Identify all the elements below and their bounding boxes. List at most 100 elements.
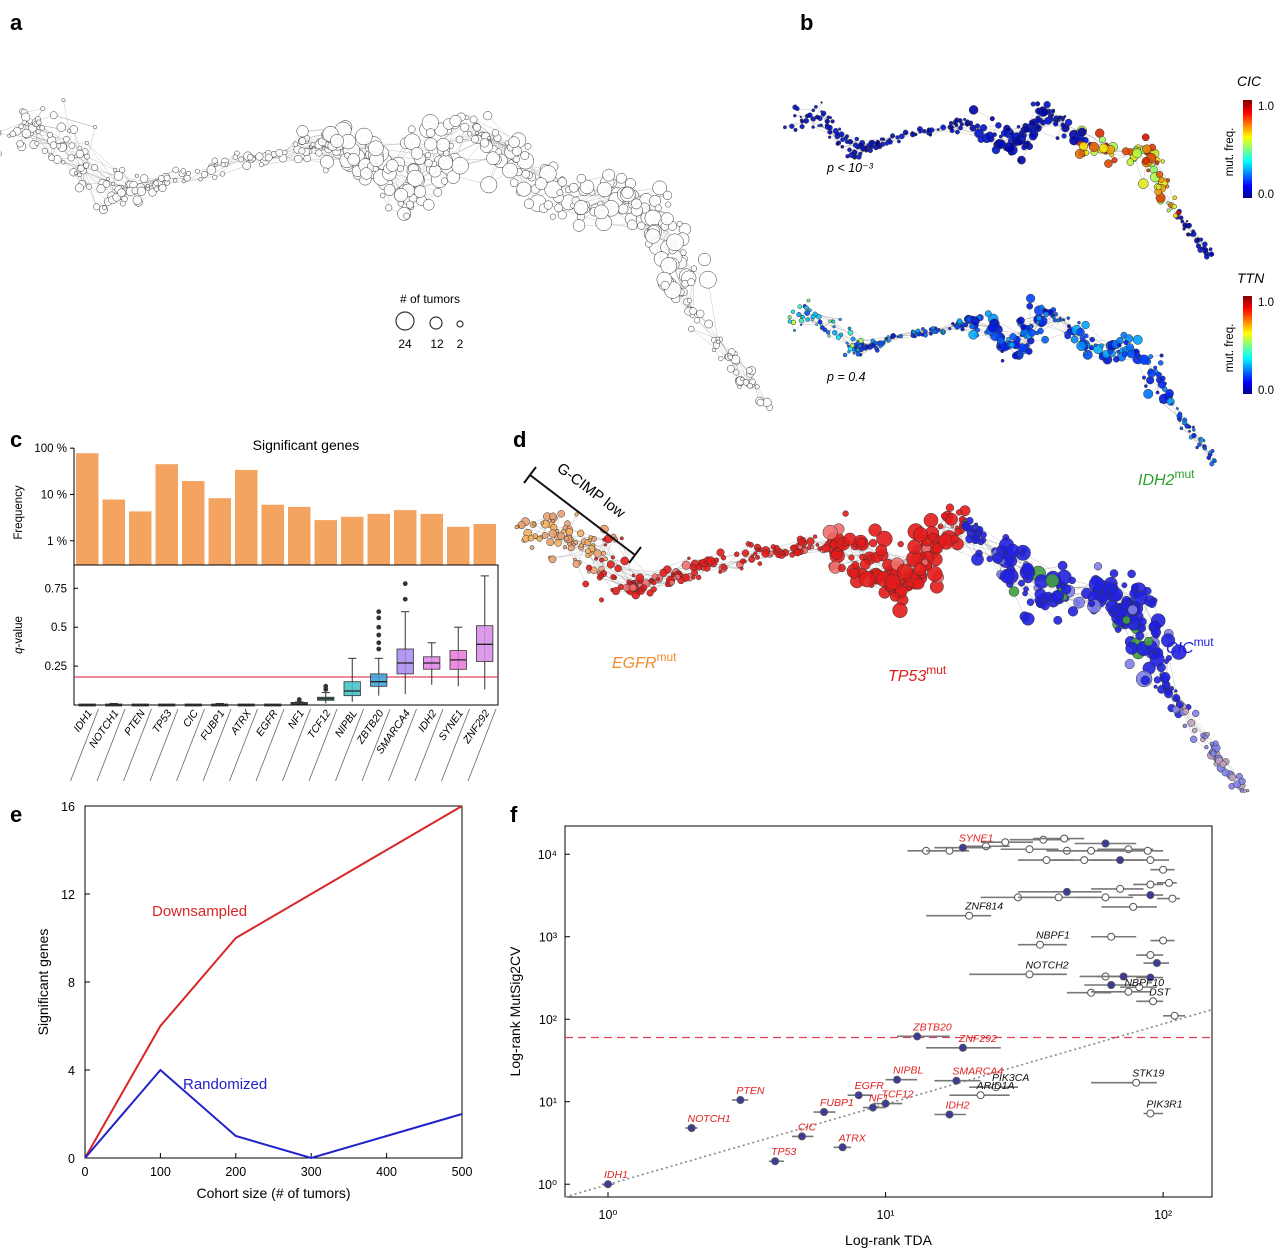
network-node	[940, 124, 947, 131]
network-node	[997, 337, 1005, 345]
network-node	[18, 123, 24, 130]
point-marker	[868, 1103, 877, 1112]
network-node	[1104, 357, 1109, 363]
network-node	[761, 549, 770, 558]
network-node	[1109, 569, 1119, 578]
network-edge	[51, 127, 62, 158]
point-marker	[687, 1124, 696, 1132]
network-node	[180, 168, 187, 174]
network-node	[502, 162, 518, 179]
point-marker	[1101, 839, 1110, 848]
network-node	[697, 252, 712, 267]
network-node	[574, 512, 579, 517]
box-outlier	[376, 632, 382, 638]
network-node	[997, 344, 1002, 349]
network-node	[651, 580, 657, 586]
network-node	[1073, 596, 1085, 609]
network-node	[626, 219, 638, 231]
network-node	[807, 112, 813, 118]
network-node	[827, 124, 833, 131]
network-node	[330, 134, 344, 148]
network-node	[355, 127, 373, 146]
point-marker	[1168, 894, 1177, 903]
network-node	[119, 166, 126, 174]
network-node	[49, 111, 58, 120]
network-edge	[690, 310, 715, 341]
network-node	[206, 165, 217, 175]
network-node	[562, 545, 568, 550]
gene-point-ATRX: ATRX	[833, 1132, 867, 1152]
network-node	[1098, 136, 1106, 144]
network-node	[385, 204, 393, 212]
network-edge	[1199, 439, 1216, 462]
network-node	[790, 309, 796, 314]
network-node	[93, 125, 97, 130]
box-outlier	[376, 646, 382, 652]
network-node	[820, 325, 825, 330]
network-node	[1140, 675, 1151, 686]
legend-size-large: 24	[398, 337, 412, 351]
network-node	[822, 524, 838, 540]
network-node	[546, 538, 555, 547]
network-node	[599, 557, 605, 563]
network-node	[913, 527, 929, 543]
network-node	[1182, 223, 1186, 227]
network-edge	[849, 328, 872, 345]
network-node	[842, 352, 848, 358]
network-node	[821, 543, 831, 553]
series-line-downsampled	[84, 805, 463, 1159]
network-node	[34, 140, 40, 146]
network-node	[303, 154, 311, 163]
network-node	[1028, 132, 1038, 141]
y-tick-label: 10⁴	[538, 848, 557, 862]
network-graph-a	[0, 98, 774, 411]
box-IDH2: IDH2	[414, 642, 444, 782]
network-node	[410, 147, 424, 160]
network-node	[687, 556, 691, 561]
box-y-tick-label: 0.75	[45, 583, 67, 595]
point-marker	[1143, 846, 1152, 855]
network-node	[966, 316, 972, 323]
network-node	[491, 129, 500, 137]
network-node	[937, 523, 944, 530]
network-node	[921, 327, 925, 331]
network-node	[21, 112, 31, 122]
network-node	[992, 552, 1004, 564]
box-outlier	[402, 596, 408, 602]
network-edge	[950, 126, 980, 134]
network-node	[895, 135, 900, 140]
bar-SYNE1	[447, 526, 470, 565]
y-tick-label: 0	[68, 1152, 75, 1166]
network-node	[830, 119, 835, 124]
network-edge	[1060, 320, 1067, 334]
network-node	[610, 574, 616, 580]
point-marker	[1080, 856, 1089, 865]
network-node	[181, 179, 186, 184]
cohort-size-line-chart: 0 100 200 300 400 500 0 4 8 12 16 Cohort size (# of…	[35, 800, 472, 1201]
network-edge	[801, 316, 819, 322]
x-tick-label: 0	[82, 1165, 89, 1179]
network-node	[1017, 139, 1024, 146]
network-node	[232, 154, 239, 160]
gene-point-NOTCH2: NOTCH2	[969, 959, 1069, 979]
network-node	[1040, 601, 1050, 611]
box-EGFR: EGFR	[254, 703, 285, 782]
network-node	[928, 532, 938, 542]
network-node	[383, 184, 396, 196]
point-marker	[1042, 856, 1051, 865]
network-node	[718, 569, 723, 574]
network-node	[704, 319, 714, 329]
network-node	[1160, 159, 1165, 164]
network-node	[638, 587, 643, 593]
network-node	[1121, 147, 1130, 156]
network-node	[1005, 543, 1020, 558]
box-outlier	[376, 624, 382, 630]
gene-point-PIK3R1: PIK3R1	[1143, 1098, 1183, 1118]
network-node	[379, 192, 386, 199]
bar-NOTCH1	[102, 499, 125, 565]
network-edge	[860, 336, 889, 341]
network-node	[1026, 302, 1034, 310]
network-node	[858, 337, 864, 344]
y-tick-label: 10²	[539, 1013, 557, 1027]
network-node	[1175, 697, 1181, 703]
